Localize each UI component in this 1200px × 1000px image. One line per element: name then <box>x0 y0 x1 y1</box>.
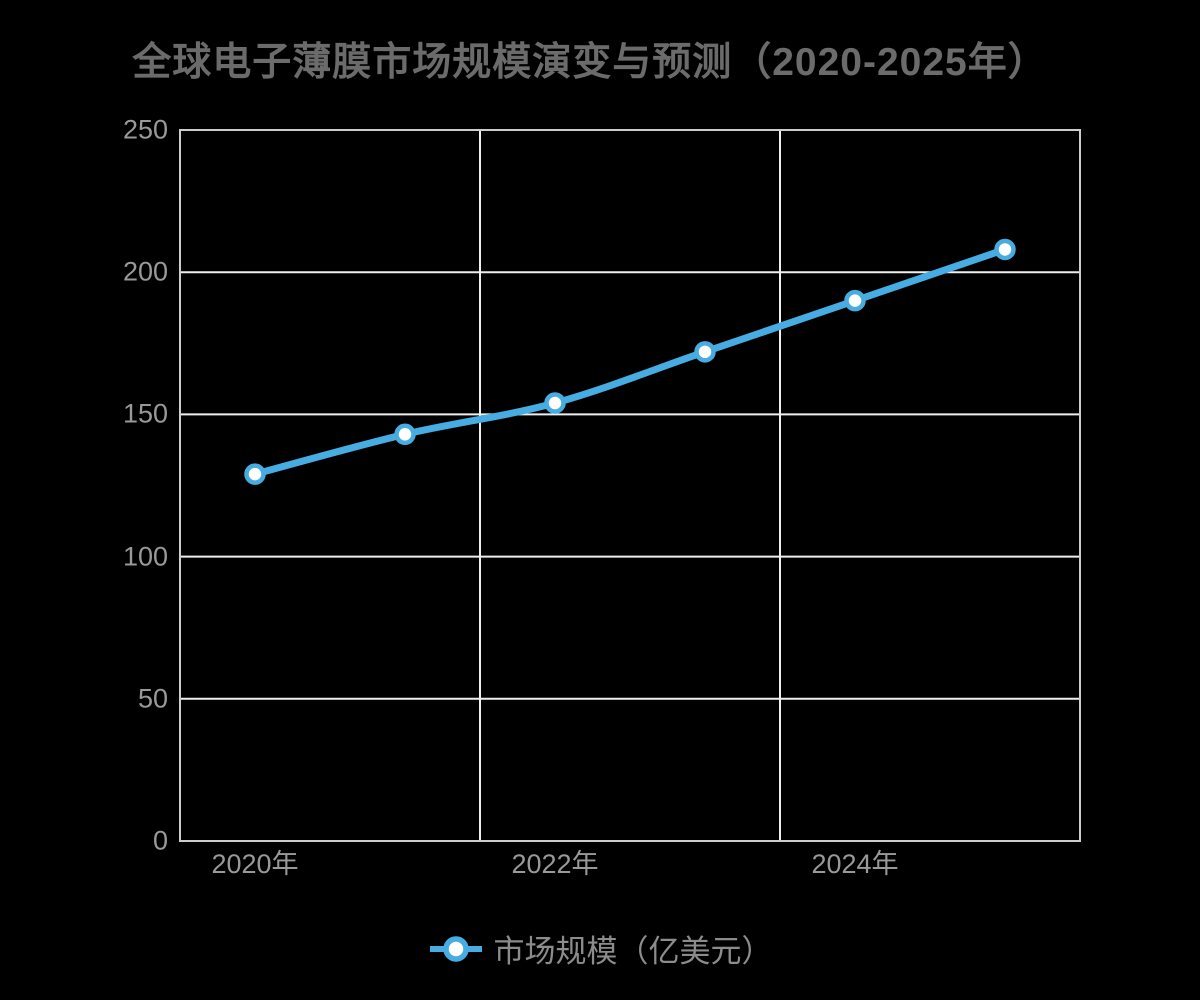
data-point[interactable] <box>994 238 1016 261</box>
y-tick-label: 0 <box>152 825 168 856</box>
y-tick-label: 200 <box>122 256 168 287</box>
legend-label: 市场规模（亿美元） <box>493 934 773 969</box>
grid-lines <box>180 130 1080 841</box>
data-point[interactable] <box>394 423 416 446</box>
data-point-markers <box>244 238 1016 485</box>
legend-item[interactable]: 市场规模（亿美元） <box>0 926 1200 971</box>
y-tick-label: 50 <box>137 683 168 714</box>
data-point[interactable] <box>244 463 266 485</box>
data-point[interactable] <box>544 392 566 414</box>
line-marker-icon <box>429 935 482 962</box>
x-tick-label: 2024年 <box>811 849 899 879</box>
data-point[interactable] <box>844 289 866 312</box>
chart-title: 全球电子薄膜市场规模演变与预测（2020-2025年） <box>132 41 1048 84</box>
x-tick-label: 2020年 <box>211 849 299 879</box>
data-point[interactable] <box>694 341 716 363</box>
y-tick-label: 250 <box>122 114 168 145</box>
axis-border <box>179 129 1081 842</box>
y-tick-label: 150 <box>122 398 168 429</box>
y-tick-label: 100 <box>122 541 168 572</box>
series-line <box>251 245 1009 478</box>
x-tick-label: 2022年 <box>511 849 599 879</box>
